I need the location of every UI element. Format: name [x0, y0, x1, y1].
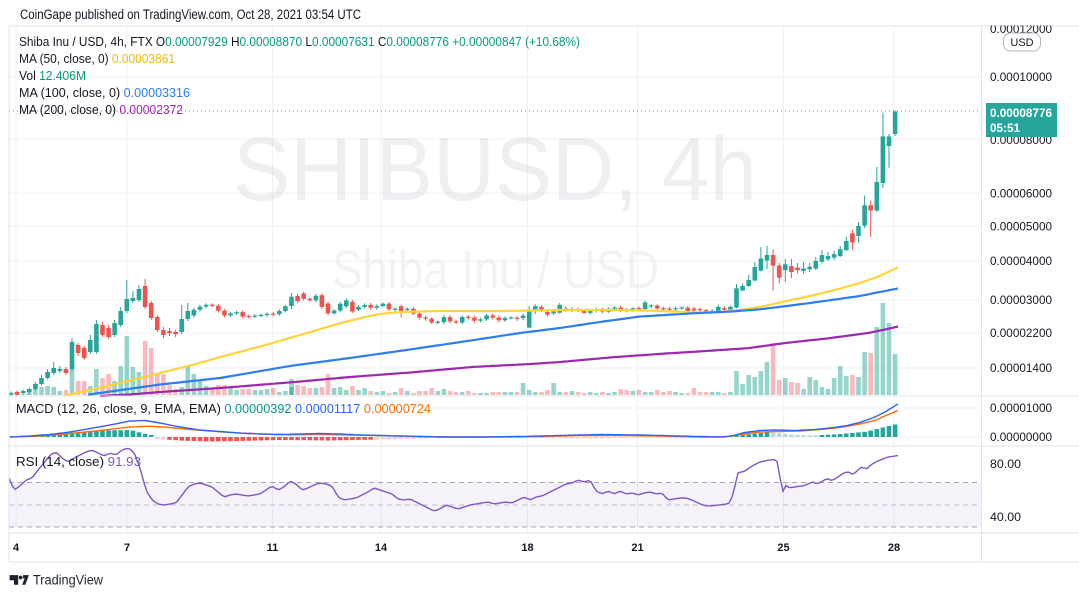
svg-text:MA (200, close, 0) 0.00002372: MA (200, close, 0) 0.00002372 [19, 103, 183, 117]
svg-text:25: 25 [777, 542, 789, 554]
svg-text:RSI (14, close) 91.93: RSI (14, close) 91.93 [16, 455, 141, 469]
svg-text:0.00003000: 0.00003000 [990, 295, 1052, 307]
svg-text:21: 21 [631, 542, 643, 554]
svg-text:0.00008776: 0.00008776 [990, 106, 1052, 120]
svg-text:0.00006000: 0.00006000 [990, 189, 1052, 201]
svg-text:Shiba Inu / USD: Shiba Inu / USD [332, 240, 659, 300]
svg-text:18: 18 [521, 542, 533, 554]
svg-text:Shiba Inu / USD, 4h, FTX O0.00: Shiba Inu / USD, 4h, FTX O0.00007929 H0.… [19, 35, 580, 49]
svg-text:SHIBUSD, 4h: SHIBUSD, 4h [233, 120, 757, 220]
svg-text:0.00012000: 0.00012000 [990, 24, 1052, 36]
svg-text:28: 28 [888, 542, 900, 554]
svg-text:Vol 12.406M: Vol 12.406M [19, 69, 86, 83]
svg-text:MACD (12, 26, close, 9, EMA, E: MACD (12, 26, close, 9, EMA, EMA) 0.0000… [16, 402, 431, 416]
svg-text:40.00: 40.00 [990, 512, 1021, 524]
svg-text:CoinGape published on TradingV: CoinGape published on TradingView.com, O… [20, 7, 361, 22]
svg-text:0.00000000: 0.00000000 [990, 432, 1052, 444]
svg-text:0.00001400: 0.00001400 [990, 363, 1052, 375]
svg-text:14: 14 [375, 542, 388, 554]
svg-text:MA (50, close, 0) 0.00003861: MA (50, close, 0) 0.00003861 [19, 52, 175, 66]
svg-text:0.00001000: 0.00001000 [990, 403, 1052, 415]
svg-text:TradingView: TradingView [33, 573, 103, 588]
svg-text:0.00002200: 0.00002200 [990, 328, 1052, 340]
svg-text:0.00008000: 0.00008000 [990, 135, 1052, 147]
svg-text:USD: USD [1010, 37, 1033, 49]
svg-text:4: 4 [13, 542, 20, 554]
svg-text:05:51: 05:51 [990, 121, 1020, 135]
svg-text:0.00005000: 0.00005000 [990, 222, 1052, 234]
svg-text:0.00004000: 0.00004000 [990, 256, 1052, 268]
svg-text:0.00010000: 0.00010000 [990, 72, 1052, 84]
svg-text:11: 11 [267, 542, 279, 554]
svg-text:7: 7 [124, 542, 130, 554]
svg-text:MA (100, close, 0) 0.00003316: MA (100, close, 0) 0.00003316 [19, 86, 190, 100]
svg-text:80.00: 80.00 [990, 459, 1021, 471]
